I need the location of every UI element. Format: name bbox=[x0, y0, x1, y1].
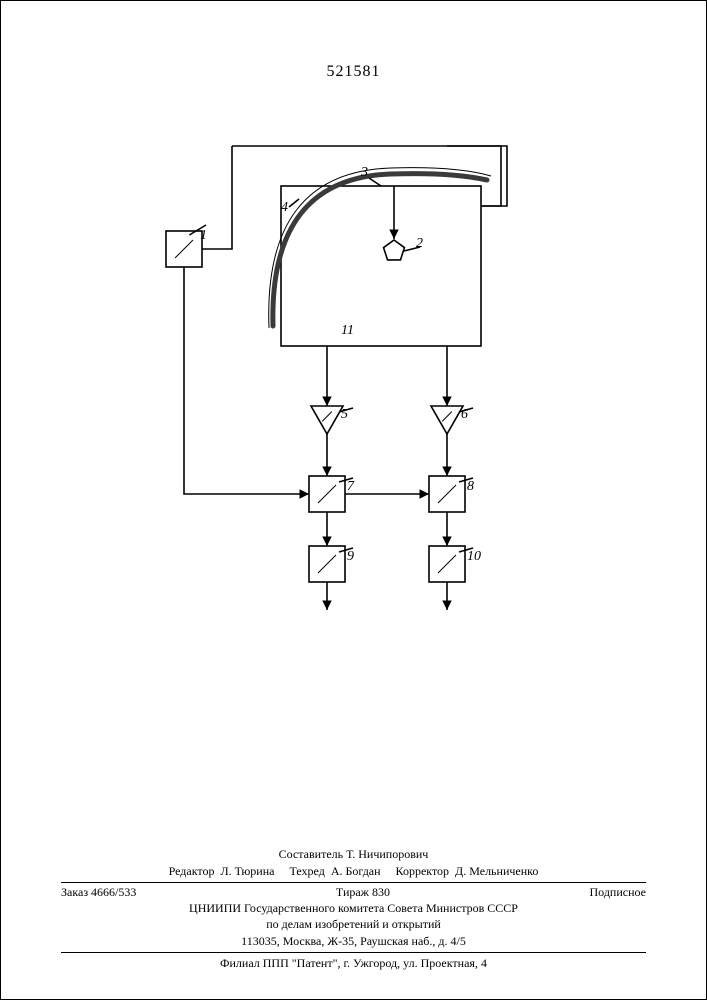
compiler-label: Составитель bbox=[279, 847, 343, 861]
subscription: Подписное bbox=[590, 885, 647, 900]
techred-name: А. Богдан bbox=[331, 864, 381, 878]
corrector-label: Корректор bbox=[396, 864, 450, 878]
branch: Филиал ППП "Патент", г. Ужгород, ул. Про… bbox=[61, 955, 646, 972]
compiler-name: Т. Ничипорович bbox=[346, 847, 428, 861]
svg-text:10: 10 bbox=[467, 549, 481, 564]
svg-text:4: 4 bbox=[281, 200, 288, 215]
org-line2: по делам изобретений и открытий bbox=[61, 916, 646, 933]
circuit-diagram: 1134125678910 bbox=[1, 1, 707, 701]
techred-label: Техред bbox=[289, 864, 324, 878]
svg-text:2: 2 bbox=[416, 236, 423, 251]
corrector-name: Д. Мельниченко bbox=[455, 864, 538, 878]
editor-label: Редактор bbox=[169, 864, 215, 878]
editor-name: Л. Тюрина bbox=[220, 864, 274, 878]
svg-text:11: 11 bbox=[341, 323, 354, 338]
print-run: Тираж 830 bbox=[336, 885, 390, 900]
org-line1: ЦНИИПИ Государственного комитета Совета … bbox=[61, 900, 646, 917]
svg-text:1: 1 bbox=[200, 228, 207, 243]
svg-text:7: 7 bbox=[347, 479, 355, 494]
footer: Составитель Т. Ничипорович Редактор Л. Т… bbox=[61, 846, 646, 972]
svg-text:3: 3 bbox=[360, 165, 368, 180]
svg-text:9: 9 bbox=[347, 549, 354, 564]
page: 521581 1134125678910 Составитель Т. Ничи… bbox=[0, 0, 707, 1000]
order: Заказ 4666/533 bbox=[61, 885, 136, 900]
svg-text:8: 8 bbox=[467, 479, 474, 494]
address: 113035, Москва, Ж-35, Раушская наб., д. … bbox=[61, 933, 646, 950]
